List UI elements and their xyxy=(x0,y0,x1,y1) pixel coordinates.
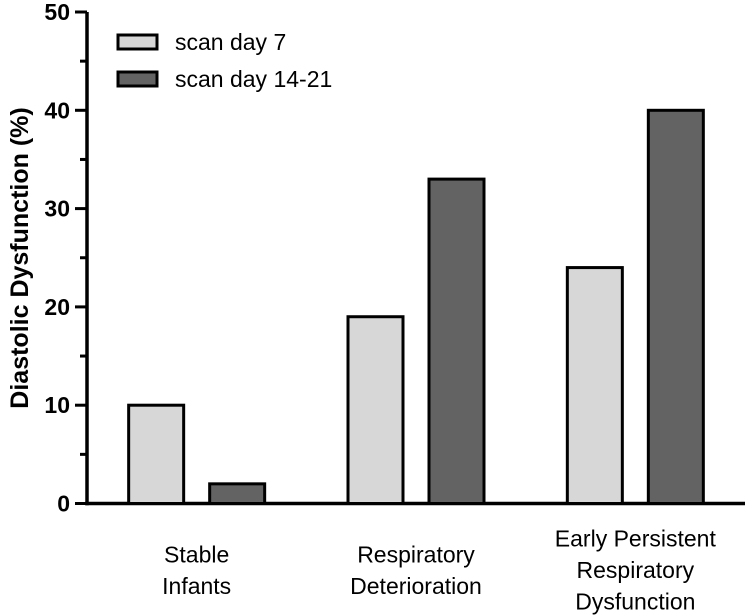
x-category-label-1: Stable xyxy=(164,541,229,567)
x-category-label-2: Respiratory xyxy=(357,541,475,567)
y-tick-label: 50 xyxy=(44,0,70,25)
legend-label-2: scan day 14-21 xyxy=(175,66,332,92)
category-labels-group: Stable Infants Respiratory Deterioration Ear… xyxy=(162,526,716,615)
y-tick-label: 40 xyxy=(44,97,70,123)
y-tick-label: 0 xyxy=(57,491,70,517)
bar-series2-cat3 xyxy=(646,108,705,506)
x-category-label-3: Dysfunction xyxy=(575,589,695,615)
bar-series1-cat1 xyxy=(127,403,186,506)
x-category-label-2: Deterioration xyxy=(350,573,482,599)
bar-series1-cat2 xyxy=(346,315,405,506)
y-ticks-group: 0 10 20 30 40 50 xyxy=(44,0,87,517)
legend-group: scan day 7 scan day 14-21 xyxy=(116,29,332,92)
bar-series1-cat3 xyxy=(565,266,624,505)
y-tick-label: 20 xyxy=(44,294,70,320)
y-axis-title: Diastolic Dysfunction (%) xyxy=(6,107,34,408)
x-category-label-3: Early Persistent xyxy=(555,526,717,552)
y-tick-label: 10 xyxy=(44,392,70,418)
legend-swatch-1 xyxy=(116,33,159,51)
y-tick-label: 30 xyxy=(44,196,70,222)
legend-label-1: scan day 7 xyxy=(175,29,286,55)
bars-group xyxy=(127,108,705,506)
x-category-label-1: Infants xyxy=(162,573,231,599)
bar-series2-cat1 xyxy=(208,482,267,505)
bar-series2-cat2 xyxy=(427,177,486,506)
x-category-label-3: Respiratory xyxy=(577,557,695,583)
legend-swatch-2 xyxy=(116,70,159,88)
